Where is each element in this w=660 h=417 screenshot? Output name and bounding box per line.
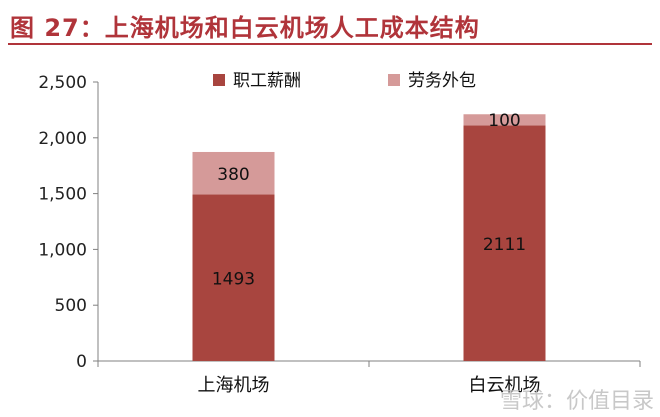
data-label: 100 [488,111,520,131]
bar-segment-salary [463,125,546,361]
page-title: 图 27：上海机场和白云机场人工成本结构 [10,14,480,42]
data-label: 2111 [483,235,526,255]
x-tick-label: 白云机场 [469,375,541,396]
y-tick-label: 1,500 [38,185,87,205]
bar-segment-outsourcing [463,114,546,126]
x-tick-label: 上海机场 [198,375,270,396]
y-tick-label: 1,000 [38,240,87,260]
y-tick-label: 0 [76,352,87,372]
legend-swatch [213,74,225,86]
bar-segment-outsourcing [192,151,275,195]
watermark: 雪球：价值目录 [499,389,654,414]
legend-label: 职工薪酬 [233,71,301,91]
data-label: 380 [217,165,249,185]
y-tick-label: 2,500 [38,73,87,93]
legend-swatch [388,74,400,86]
y-tick-label: 2,000 [38,129,87,149]
title-divider [8,43,652,45]
bar-segment-salary [192,194,275,361]
y-tick-label: 500 [55,296,87,316]
legend-label: 劳务外包 [408,71,476,91]
data-label: 1493 [212,270,255,290]
